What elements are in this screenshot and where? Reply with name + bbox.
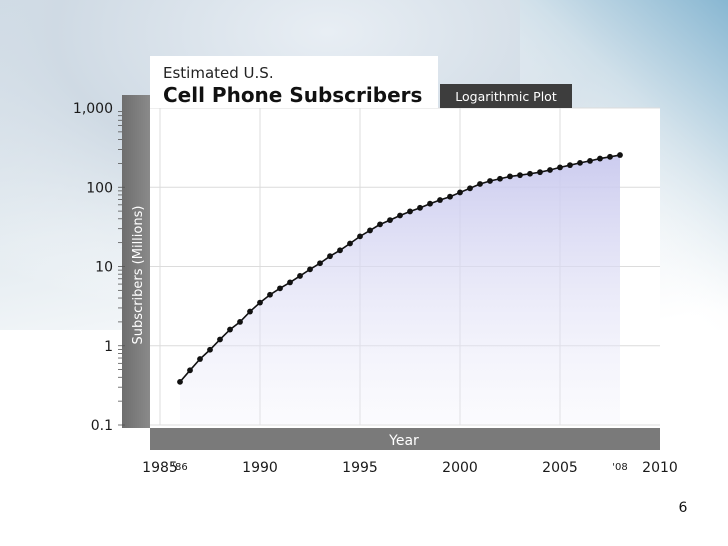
data-point (287, 279, 293, 286)
data-point (427, 200, 433, 207)
data-point (197, 356, 203, 362)
log-plot-badge-label: Logarithmic Plot (455, 89, 557, 104)
data-point (357, 233, 363, 240)
series-points (177, 152, 623, 385)
page-number: 6 (678, 500, 688, 516)
x-tick-label: 1990 (242, 460, 278, 476)
y-tick-label: 0.1 (91, 418, 113, 434)
data-point (527, 170, 533, 177)
x-tick-label: 2000 (442, 460, 478, 476)
data-point (417, 204, 423, 211)
y-tick-label: 1,000 (73, 101, 113, 117)
data-point (507, 173, 513, 180)
data-point (597, 155, 603, 162)
x-annotation-label: '86 (172, 462, 187, 473)
x-tick-label: 2010 (642, 460, 678, 476)
data-point (557, 164, 563, 171)
data-point (477, 181, 483, 187)
data-point (257, 299, 263, 306)
y-tick-label: 10 (95, 260, 113, 276)
data-point (607, 153, 613, 160)
data-point (577, 159, 583, 166)
data-point (387, 217, 393, 224)
data-point (327, 253, 333, 260)
title-panel (150, 56, 438, 108)
data-point (537, 169, 543, 176)
series-area-fill (180, 155, 620, 425)
data-point (237, 318, 243, 325)
chart-title-line1: Estimated U.S. (163, 64, 274, 82)
data-point (187, 367, 193, 374)
data-point (297, 273, 303, 279)
data-point (367, 227, 373, 234)
data-point (247, 308, 253, 315)
x-tick-label: 1985 (142, 460, 178, 476)
data-point (347, 240, 353, 247)
data-point (447, 193, 453, 200)
ylabel-band (122, 95, 150, 428)
data-point (547, 167, 553, 173)
data-point (337, 247, 343, 254)
x-axis-label: Year (388, 433, 419, 449)
y-tick-label: 100 (86, 180, 113, 196)
data-point (317, 260, 323, 267)
data-point (517, 172, 523, 179)
data-point (437, 197, 443, 203)
data-point (277, 285, 283, 292)
xlabel-band (150, 428, 660, 450)
data-point (567, 162, 573, 169)
x-tick-labels: 1985 1990 1995 2000 2005 2010 '86 '08 (142, 460, 678, 476)
data-point (407, 208, 413, 215)
data-point (307, 266, 313, 273)
y-axis-label: Subscribers (Millions) (131, 206, 146, 345)
y-tick-labels: 1,000 100 10 1 0.1 (73, 101, 113, 434)
data-point (497, 175, 503, 182)
data-point (617, 152, 623, 158)
data-point (397, 212, 403, 219)
minor-ticks (118, 111, 125, 426)
data-point (207, 346, 213, 353)
data-point (457, 189, 463, 196)
data-point (487, 178, 493, 184)
x-tick-label: 1995 (342, 460, 378, 476)
x-tick-label: 2005 (542, 460, 578, 476)
data-point (377, 221, 383, 228)
x-annotation-label: '08 (612, 462, 627, 473)
chart-title: Cell Phone Subscribers (163, 83, 422, 107)
data-point (587, 158, 593, 164)
data-point (177, 378, 183, 385)
y-tick-label: 1 (104, 339, 113, 355)
data-point (217, 336, 223, 343)
data-point (227, 326, 233, 333)
log-plot-badge (440, 84, 572, 108)
data-point (267, 291, 273, 298)
data-point (467, 185, 473, 192)
